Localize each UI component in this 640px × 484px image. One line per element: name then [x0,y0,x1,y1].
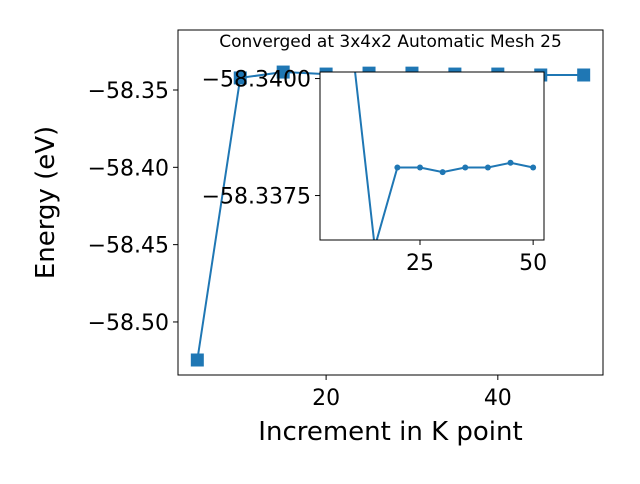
plot-area [320,72,544,240]
y-tick-label: −58.40 [88,156,169,181]
marker [190,353,204,367]
y-tick-label: −58.50 [88,311,169,336]
x-tick-label: 25 [406,251,434,276]
y-tick-label: −58.45 [88,234,169,259]
marker [577,68,591,82]
marker [484,164,491,171]
y-axis-label: Energy (eV) [31,126,61,279]
x-tick-label: 50 [519,251,547,276]
axes: 25 50 −58.3400 −58.3375 [202,68,548,276]
x-axis-label: Increment in K point [258,417,522,447]
marker [439,169,446,176]
marker [417,164,424,171]
axes-frame [177,29,604,376]
chart-title: Converged at 3x4x2 Automatic Mesh 25 [219,32,562,52]
marker [276,65,290,79]
y-tick-label: −58.3375 [202,185,311,210]
marker [462,164,469,171]
marker [530,164,537,171]
marker [233,71,247,85]
x-tick-label: 40 [484,386,512,411]
marker [507,159,514,166]
y-tick-label: −58.35 [88,79,169,104]
y-tick-label: −58.3400 [202,68,311,93]
marker [394,164,401,171]
series [354,72,537,240]
x-tick-label: 20 [312,386,340,411]
line [354,72,534,240]
axes-frame [319,71,545,241]
